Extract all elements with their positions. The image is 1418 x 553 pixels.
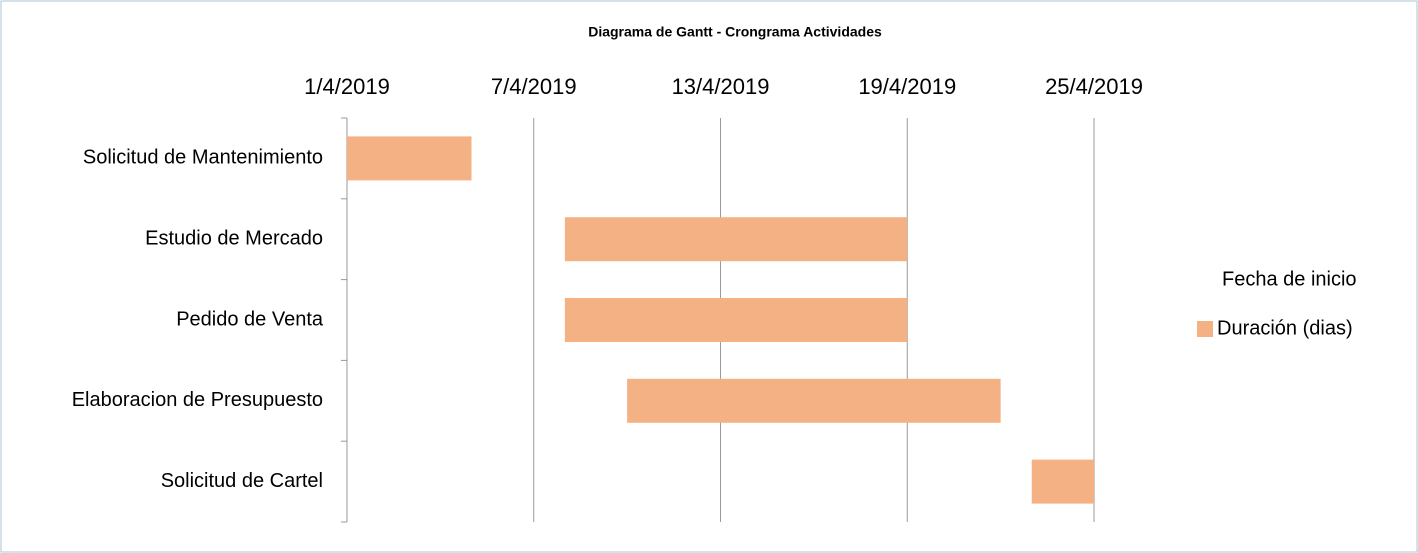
y-tick-label: Elaboracion de Presupuesto bbox=[72, 389, 323, 411]
x-tick-label: 19/4/2019 bbox=[858, 74, 956, 99]
y-tick-label: Estudio de Mercado bbox=[145, 227, 323, 249]
duration-bar bbox=[347, 136, 472, 181]
x-tick-label: 13/4/2019 bbox=[672, 74, 770, 99]
y-tick-label: Solicitud de Cartel bbox=[161, 470, 323, 492]
duration-bar bbox=[627, 378, 1001, 423]
x-tick-label: 25/4/2019 bbox=[1045, 74, 1143, 99]
chart-title: Diagrama de Gantt - Crongrama Actividade… bbox=[588, 24, 882, 40]
y-tick-label: Solicitud de Mantenimiento bbox=[83, 147, 323, 169]
x-tick-label: 7/4/2019 bbox=[491, 74, 577, 99]
legend-label: Duración (dias) bbox=[1217, 317, 1353, 339]
duration-bar bbox=[564, 217, 908, 262]
legend-label: Fecha de inicio bbox=[1222, 268, 1357, 290]
legend-swatch bbox=[1197, 321, 1213, 337]
y-tick-label: Pedido de Venta bbox=[176, 308, 324, 330]
x-tick-label: 1/4/2019 bbox=[304, 74, 390, 99]
duration-bar bbox=[1031, 459, 1094, 504]
duration-bar bbox=[564, 298, 908, 342]
